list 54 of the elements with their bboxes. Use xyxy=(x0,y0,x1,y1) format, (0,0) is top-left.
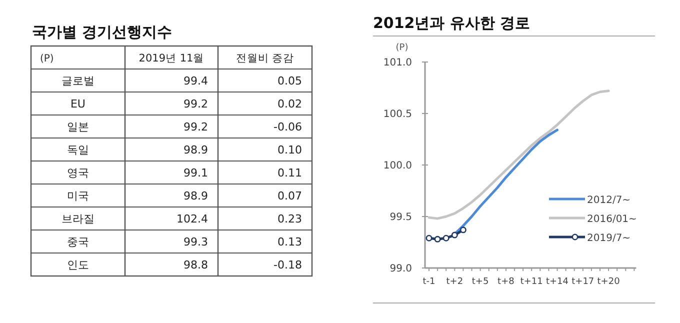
data-label: 102.4 xyxy=(176,212,208,226)
point xyxy=(442,234,450,242)
category-label: 글로벌 xyxy=(62,74,94,88)
category-label: 브라질 xyxy=(62,212,94,226)
data-label: 0.07 xyxy=(278,190,302,202)
legend-label: 2019/7~ xyxy=(587,233,631,244)
point xyxy=(434,236,441,242)
category-label: 독일 xyxy=(67,144,89,156)
data-label: -0.06 xyxy=(274,120,302,134)
data-label: 99.2 xyxy=(184,120,208,134)
y-tick-label: 100.0 xyxy=(383,160,412,172)
y-tick-label: 100.5 xyxy=(383,109,412,120)
data-label: 99.3 xyxy=(184,236,208,248)
y-tick-label: 99.5 xyxy=(390,212,412,223)
category-label: 미국 xyxy=(67,190,89,202)
point xyxy=(426,234,432,242)
text: 2019년 11월 xyxy=(138,52,204,64)
point xyxy=(451,232,458,238)
y-axis-title: (P) xyxy=(396,43,408,53)
point xyxy=(460,226,466,234)
data-label: 0.02 xyxy=(278,98,302,110)
chart-title: 2012년과 유사한 경로 xyxy=(373,14,530,32)
data-label: -0.18 xyxy=(274,258,302,272)
category-label: EU xyxy=(70,98,86,110)
x-tick-label: t+8 xyxy=(498,277,515,287)
data-label: 0.23 xyxy=(278,212,302,226)
x-tick-label: t+2 xyxy=(446,277,464,287)
text: 국가별 경기선행지수 xyxy=(32,23,172,41)
text: (P) xyxy=(40,54,54,64)
data-label: 0.10 xyxy=(278,144,302,156)
y-tick-label: 99.0 xyxy=(390,264,412,274)
category-label: 중국 xyxy=(67,236,89,248)
data-label: 0.11 xyxy=(278,166,302,180)
x-tick-label: t+11 xyxy=(520,277,543,287)
category-label: 영국 xyxy=(67,166,89,180)
data-label: 98.9 xyxy=(184,144,208,156)
x-tick-label: t+17 xyxy=(572,277,594,287)
data-label: 99.4 xyxy=(184,74,208,88)
legend-label: 2012/7~ xyxy=(587,195,631,206)
data-label: 98.8 xyxy=(184,258,208,272)
data-label: 99.2 xyxy=(184,98,208,110)
category-label: 일본 xyxy=(67,120,89,134)
x-tick-label: t+5 xyxy=(472,277,489,287)
x-tick-label: t+20 xyxy=(597,277,620,287)
data-label: 0.05 xyxy=(278,74,302,88)
data-label: 0.13 xyxy=(278,236,302,248)
data-label: 99.1 xyxy=(184,166,208,180)
data-label: 98.9 xyxy=(184,190,208,202)
x-tick-label: t+14 xyxy=(546,277,569,287)
text: 전월비 증감 xyxy=(236,52,294,64)
legend-label: 2016/01~ xyxy=(587,214,637,225)
category-label: 인도 xyxy=(67,258,89,272)
x-tick-label: t-1 xyxy=(422,277,436,287)
y-tick-label: 101.0 xyxy=(383,58,412,68)
